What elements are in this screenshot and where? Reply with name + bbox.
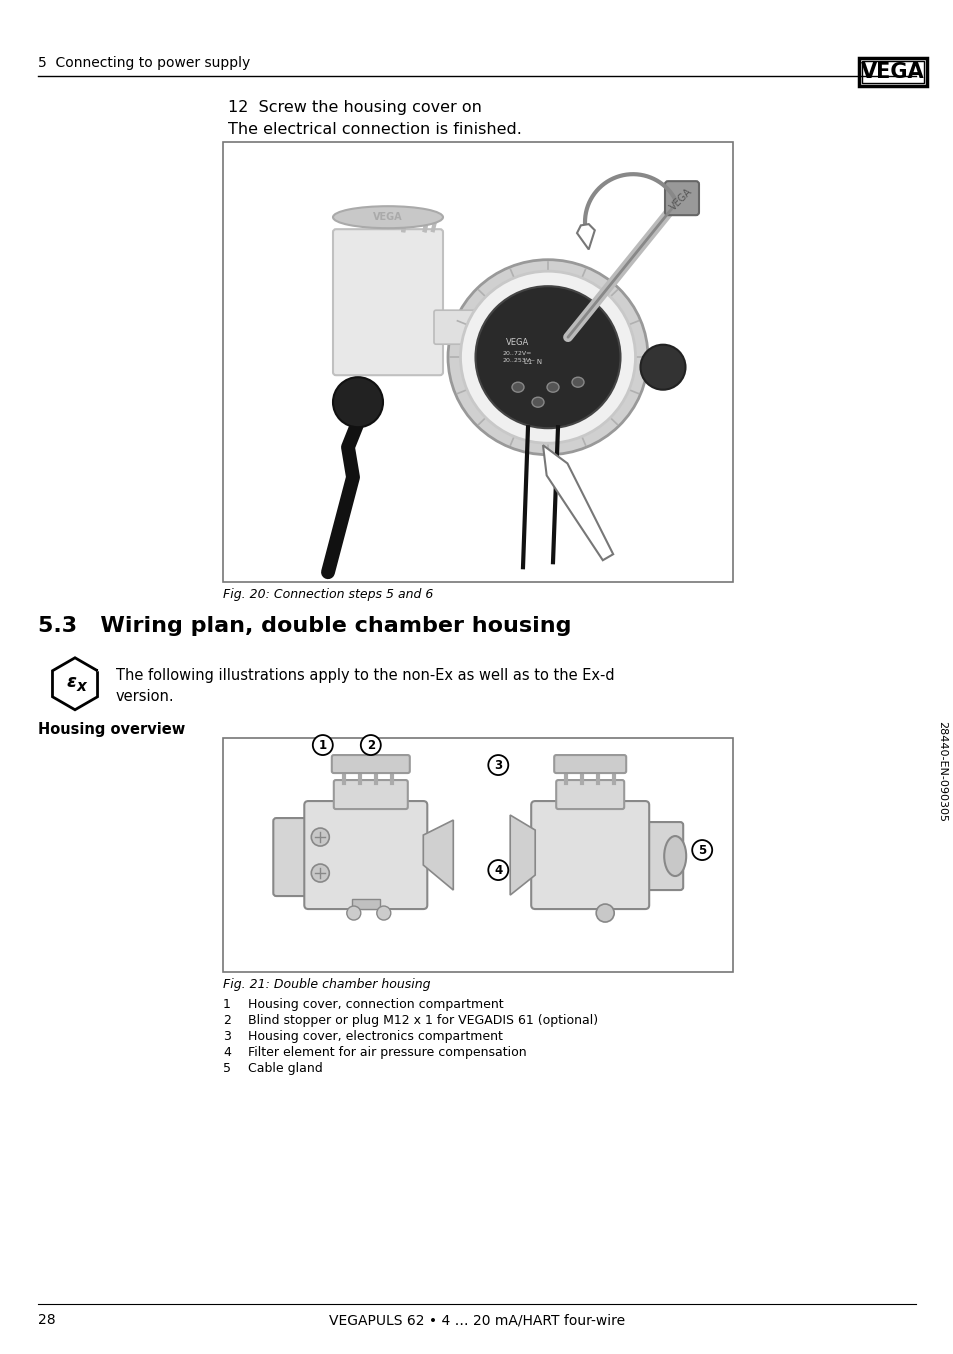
Bar [352,899,379,909]
FancyBboxPatch shape [554,756,625,773]
Polygon shape [52,658,97,709]
Text: 5: 5 [223,1062,231,1075]
FancyBboxPatch shape [531,802,649,909]
Circle shape [488,756,508,774]
Text: 12  Screw the housing cover on: 12 Screw the housing cover on [228,100,481,115]
Text: ε: ε [67,673,77,691]
Ellipse shape [512,382,523,393]
Text: version.: version. [116,689,174,704]
Text: 5.3   Wiring plan, double chamber housing: 5.3 Wiring plan, double chamber housing [38,616,571,636]
Text: 1: 1 [223,998,231,1011]
Circle shape [360,735,380,756]
Ellipse shape [639,345,685,390]
Text: Fig. 21: Double chamber housing: Fig. 21: Double chamber housing [223,978,430,991]
FancyBboxPatch shape [556,780,623,810]
Text: VEGA: VEGA [373,213,402,222]
Circle shape [376,906,391,921]
Text: 4: 4 [494,864,502,876]
Bar [223,738,732,972]
Ellipse shape [546,382,558,393]
Ellipse shape [333,206,442,229]
Circle shape [692,839,712,860]
Text: Fig. 20: Connection steps 5 and 6: Fig. 20: Connection steps 5 and 6 [223,588,433,601]
Bar [858,58,926,87]
Polygon shape [510,815,535,895]
Text: 28: 28 [38,1313,55,1327]
Text: Housing cover, connection compartment: Housing cover, connection compartment [248,998,503,1011]
Text: 20..72V=
20..253V~: 20..72V= 20..253V~ [502,351,536,363]
Text: Housing overview: Housing overview [38,722,185,737]
Circle shape [311,829,329,846]
FancyBboxPatch shape [664,181,699,215]
Text: 28440-EN-090305: 28440-EN-090305 [936,722,946,822]
Text: x: x [77,680,87,695]
Text: VEGA: VEGA [861,62,923,83]
Text: L1  N: L1 N [523,359,541,366]
Ellipse shape [475,286,619,428]
Text: Filter element for air pressure compensation: Filter element for air pressure compensa… [248,1045,526,1059]
FancyBboxPatch shape [304,802,427,909]
Ellipse shape [448,260,647,455]
FancyBboxPatch shape [434,310,497,344]
Ellipse shape [532,397,543,408]
Text: 2: 2 [366,738,375,751]
Text: 1: 1 [318,738,327,751]
Text: VEGAPULS 62 • 4 … 20 mA/HART four-wire: VEGAPULS 62 • 4 … 20 mA/HART four-wire [329,1313,624,1327]
Circle shape [347,906,360,921]
Text: VEGA: VEGA [667,185,694,213]
Polygon shape [542,445,613,561]
Text: 5  Connecting to power supply: 5 Connecting to power supply [38,57,250,70]
Circle shape [311,864,329,881]
Text: 5: 5 [698,844,705,857]
Text: 2: 2 [223,1014,231,1026]
Text: Blind stopper or plug M12 x 1 for VEGADIS 61 (optional): Blind stopper or plug M12 x 1 for VEGADI… [248,1014,598,1026]
FancyBboxPatch shape [332,756,410,773]
Text: 4: 4 [223,1045,231,1059]
Ellipse shape [663,835,685,876]
Text: VEGA: VEGA [506,337,529,347]
FancyBboxPatch shape [639,822,682,890]
Polygon shape [423,821,453,890]
Circle shape [313,735,333,756]
Ellipse shape [460,271,635,443]
FancyBboxPatch shape [334,780,407,810]
Ellipse shape [572,378,583,387]
Text: 3: 3 [223,1030,231,1043]
FancyBboxPatch shape [333,229,442,375]
Text: 3: 3 [494,758,502,772]
Bar [223,142,732,582]
Bar [862,61,923,84]
Text: Housing cover, electronics compartment: Housing cover, electronics compartment [248,1030,502,1043]
FancyBboxPatch shape [273,818,314,896]
Text: Cable gland: Cable gland [248,1062,322,1075]
Circle shape [596,904,614,922]
Ellipse shape [333,378,382,428]
Text: The electrical connection is finished.: The electrical connection is finished. [228,122,521,137]
Circle shape [488,860,508,880]
Polygon shape [577,225,594,249]
Text: The following illustrations apply to the non-Ex as well as to the Ex-d: The following illustrations apply to the… [116,668,614,682]
